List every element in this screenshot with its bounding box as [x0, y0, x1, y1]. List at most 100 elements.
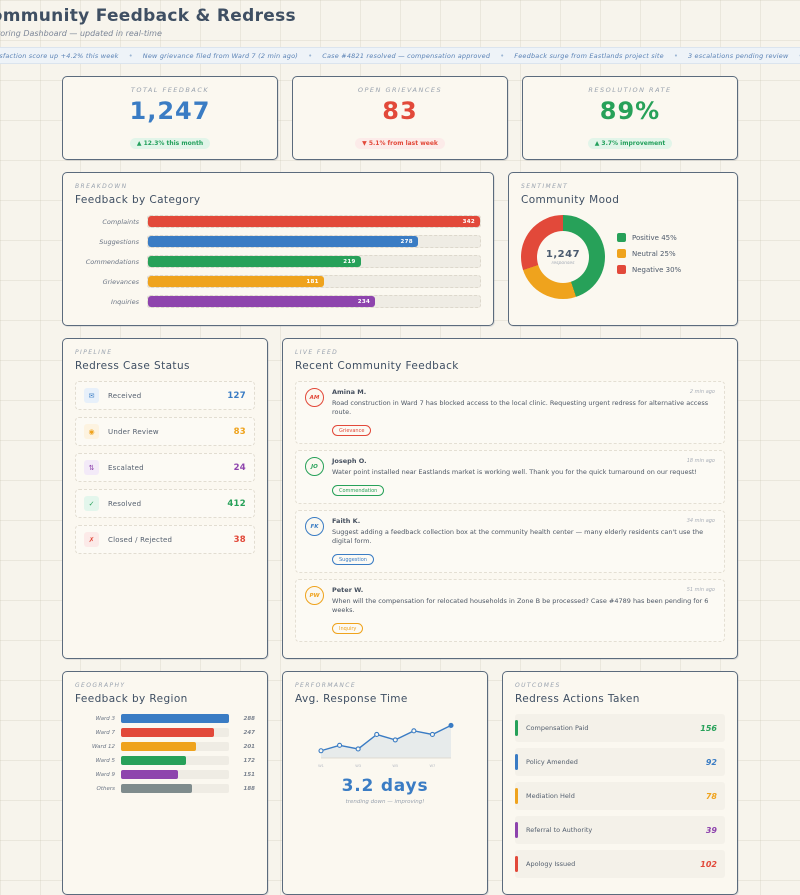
feed-author-name: Joseph O.: [332, 457, 367, 466]
pipeline-row[interactable]: ◉ Under Review 83: [75, 417, 255, 446]
feedback-by-region-card: GEOGRAPHY Feedback by Region Ward 3 288 Wa…: [62, 671, 268, 895]
category-bar-row: Commendations 219: [75, 255, 481, 268]
feedback-by-category-card: BREAKDOWN Feedback by Category Complaint…: [62, 172, 494, 326]
pipeline-row[interactable]: ✉ Received 127: [75, 381, 255, 410]
legend-swatch: [617, 233, 626, 242]
outcome-count: 156: [700, 723, 717, 733]
news-ticker: Satisfaction score up +4.2% this week • Ne…: [0, 47, 800, 64]
region-bar-fill: [121, 784, 192, 794]
category-bar-row: Inquiries 234: [75, 295, 481, 308]
sparkline-tick-label: W7: [430, 764, 436, 768]
card-title: Redress Case Status: [75, 360, 190, 372]
kpi-label: TOTAL FEEDBACK: [130, 86, 210, 94]
pipeline-row[interactable]: ✗ Closed / Rejected 38: [75, 525, 255, 554]
sparkline-point: [355, 746, 361, 752]
card-kicker: PIPELINE: [75, 349, 113, 356]
region-bar-label: Ward 5: [95, 757, 115, 764]
envelope-icon: ✉: [84, 388, 99, 403]
ticker-separator: •: [128, 51, 133, 60]
region-bar-track: [121, 714, 229, 724]
outcome-color-bar: [515, 754, 518, 771]
category-bar-label: Grievances: [102, 277, 139, 286]
category-bar-label: Inquiries: [111, 297, 139, 306]
card-kicker: GEOGRAPHY: [75, 682, 126, 690]
legend-label: Neutral 25%: [632, 249, 676, 258]
card-title: Avg. Response Time: [295, 693, 408, 706]
feed-tag: Grievance: [332, 425, 372, 437]
sparkline-point: [411, 728, 417, 734]
kpi-delta: ▲ 3.7% improvement: [587, 138, 673, 149]
outcome-count: 39: [705, 825, 717, 835]
feed-item[interactable]: JO Joseph O. Water point installed near Ea…: [295, 450, 725, 505]
category-bar-list: Complaints 342 Suggestions 278 Commendations…: [75, 215, 481, 308]
response-time-note: trending down — improving!: [345, 799, 425, 806]
category-bar-fill: 278: [148, 236, 418, 247]
sparkline-point: [337, 743, 343, 749]
legend-label: Negative 30%: [632, 265, 682, 274]
pipeline-label: Received: [108, 391, 142, 400]
outcome-row: Compensation Paid 156: [515, 714, 725, 743]
page-subtitle: Monitoring Dashboard — updated in real-t…: [0, 29, 162, 38]
ticker-separator: •: [673, 51, 678, 60]
feed-item[interactable]: PW Peter W. When will the compensation for…: [295, 579, 725, 643]
category-bar-label: Suggestions: [99, 237, 139, 246]
category-bar-value: 181: [306, 278, 319, 285]
ticker-separator: •: [500, 51, 505, 60]
page-title: Community Feedback & Redress: [0, 6, 296, 26]
pipeline-count: 412: [227, 498, 246, 509]
pipeline-label: Closed / Rejected: [108, 535, 173, 544]
feed-timestamp: 34 min ago: [686, 518, 715, 525]
dashboard-header: Community Feedback & Redress Monitoring …: [0, 0, 800, 42]
feed-message: Road construction in Ward 7 has blocked …: [332, 399, 709, 416]
feed-body: Peter W. When will the compensation for r…: [332, 586, 715, 635]
sentiment-legend-item: Positive 45%: [617, 233, 681, 242]
pipeline-row[interactable]: ✓ Resolved 412: [75, 489, 255, 518]
outcome-row: Apology Issued 102: [515, 850, 725, 879]
kpi-delta: ▲ 12.3% this month: [129, 138, 211, 149]
category-bar-row: Grievances 181: [75, 275, 481, 288]
category-bar-value: 278: [400, 238, 413, 245]
feed-author-name: Amina M.: [332, 388, 367, 396]
region-bar-fill: [121, 742, 197, 752]
check-icon: ✓: [84, 496, 99, 511]
sentiment-legend-item: Negative 30%: [617, 265, 681, 274]
feed-item[interactable]: AM Amina M. Road construction in Ward 7 ha…: [295, 381, 725, 445]
cross-icon: ✗: [84, 532, 99, 547]
card-title: Feedback by Category: [75, 194, 201, 206]
pipeline-label: Under Review: [108, 427, 159, 436]
region-bar-list: Ward 3 288 Ward 7 247 Ward 12 201 Ward 5 172 War…: [75, 714, 255, 794]
pipeline-row[interactable]: ⇅ Escalated 24: [75, 453, 255, 482]
ticker-track: Satisfaction score up +4.2% this week • Ne…: [0, 52, 800, 60]
sparkline-point: [429, 732, 435, 738]
avatar: FK: [305, 517, 324, 537]
feed-item[interactable]: FK Faith K. Suggest adding a feedback coll…: [295, 510, 725, 574]
outcomes-list: Compensation Paid 156 Policy Amended 92 Medi…: [515, 714, 725, 879]
region-bar-track: [121, 728, 229, 738]
region-bar-value: 288: [243, 715, 255, 722]
category-bar-label: Commendations: [85, 257, 139, 266]
ticker-item: 3 escalations pending review: [687, 51, 789, 60]
region-bar-value: 247: [243, 729, 255, 736]
region-bar-fill: [121, 756, 186, 766]
donut-total-value: 1,247: [545, 248, 581, 260]
kpi-label: RESOLUTION RATE: [588, 86, 672, 94]
card-title: Community Mood: [521, 194, 620, 206]
region-bar-label: Ward 12: [91, 743, 115, 750]
feed-message: When will the compensation for relocated…: [332, 597, 709, 615]
region-bar-row: Ward 12 201: [75, 742, 255, 752]
sparkline-point: [448, 723, 454, 729]
feed-timestamp: 18 min ago: [686, 458, 715, 465]
card-title: Recent Community Feedback: [295, 360, 459, 372]
category-bar-value: 234: [357, 298, 371, 305]
category-bar-fill: 181: [148, 276, 324, 287]
kpi-delta: ▼ 5.1% from last week: [355, 138, 445, 149]
feed-body: Joseph O. Water point installed near East…: [332, 457, 715, 497]
kpi-value: 1,247: [129, 97, 211, 125]
sparkline-point: [318, 748, 324, 754]
pipeline-feed-row: PIPELINE Redress Case Status ✉ Received 12…: [0, 338, 800, 660]
sparkline-tick-label: W3: [355, 764, 361, 768]
avg-response-time-card: PERFORMANCE Avg. Response Time W1 W3 W5 W7 …: [282, 671, 488, 895]
pipeline-count: 83: [233, 426, 246, 437]
card-title: Feedback by Region: [75, 693, 188, 706]
region-bar-value: 188: [243, 785, 255, 792]
